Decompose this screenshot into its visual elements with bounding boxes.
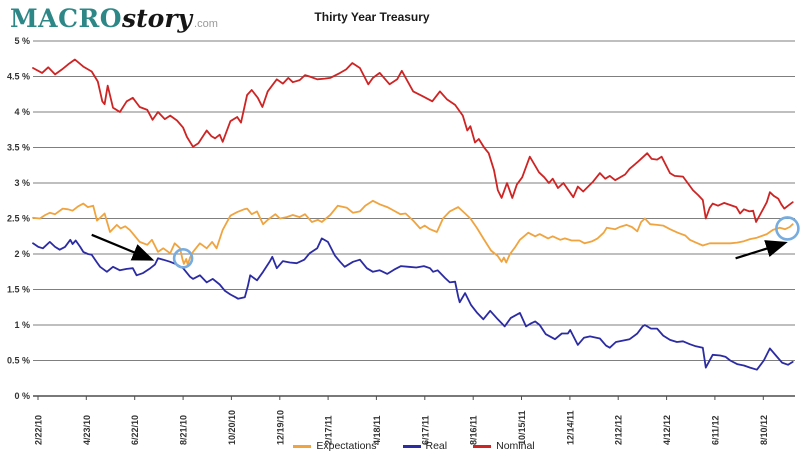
svg-text:4.5 %: 4.5 % <box>7 72 30 82</box>
macrostory-logo[interactable]: MACROstory .com <box>10 4 218 33</box>
svg-text:3 %: 3 % <box>14 178 30 188</box>
logo-story-text: story <box>122 4 193 33</box>
nominal-line-swatch <box>473 444 492 448</box>
svg-text:8/21/10: 8/21/10 <box>179 415 189 445</box>
legend-item-nominal: Nominal <box>473 440 535 452</box>
legend-item-real: Real <box>402 440 448 452</box>
svg-text:2 %: 2 % <box>14 249 30 259</box>
real-line-swatch <box>402 444 421 448</box>
svg-text:6/22/10: 6/22/10 <box>130 415 140 445</box>
chart-title: Thirty Year Treasury <box>314 10 430 24</box>
svg-text:2.5 %: 2.5 % <box>7 214 30 224</box>
svg-text:4/18/11: 4/18/11 <box>372 415 382 445</box>
svg-text:2/22/10: 2/22/10 <box>34 415 44 445</box>
svg-text:5 %: 5 % <box>14 36 30 46</box>
svg-text:6/17/11: 6/17/11 <box>420 415 430 445</box>
svg-text:0 %: 0 % <box>14 391 30 401</box>
svg-text:8/16/11: 8/16/11 <box>469 415 479 445</box>
legend-label-expectations: Expectations <box>316 440 377 452</box>
svg-text:1.5 %: 1.5 % <box>7 285 30 295</box>
svg-text:8/10/12: 8/10/12 <box>759 415 769 445</box>
svg-text:6/11/12: 6/11/12 <box>710 415 720 445</box>
legend-label-real: Real <box>425 440 448 452</box>
svg-text:4/12/12: 4/12/12 <box>662 415 672 445</box>
svg-text:10/15/11: 10/15/11 <box>517 410 527 445</box>
svg-text:1 %: 1 % <box>14 320 30 330</box>
logo-macro-text: MACRO <box>10 4 123 33</box>
svg-text:12/19/10: 12/19/10 <box>275 410 285 445</box>
svg-text:12/14/11: 12/14/11 <box>565 410 575 445</box>
legend-item-expectations: Expectations <box>293 440 377 452</box>
legend-label-nominal: Nominal <box>496 440 535 452</box>
svg-text:0.5 %: 0.5 % <box>7 356 30 366</box>
svg-text:3.5 %: 3.5 % <box>7 143 30 153</box>
logo-tld-text: .com <box>194 18 218 30</box>
svg-text:4 %: 4 % <box>14 107 30 117</box>
svg-text:4/23/10: 4/23/10 <box>82 415 92 445</box>
svg-text:10/20/10: 10/20/10 <box>227 410 237 445</box>
svg-text:2/12/12: 2/12/12 <box>614 415 624 445</box>
expectations-line-swatch <box>293 444 312 448</box>
svg-text:2/17/11: 2/17/11 <box>324 415 334 445</box>
chart-legend: Expectations Real Nominal <box>14 440 800 452</box>
